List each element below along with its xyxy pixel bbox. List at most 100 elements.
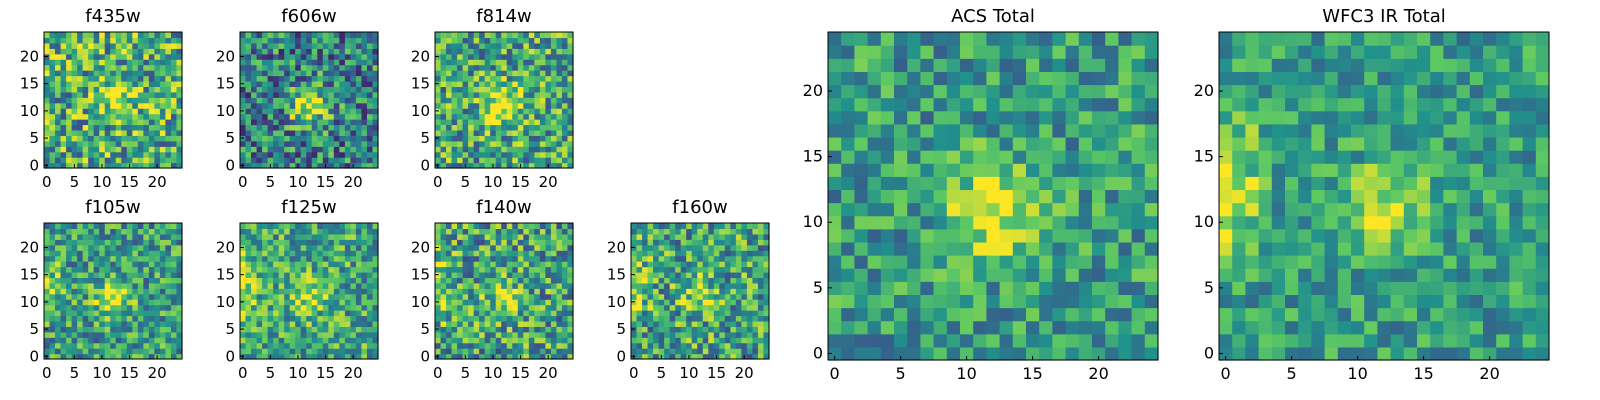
heatmap-cell (284, 261, 291, 268)
heatmap-cell (104, 293, 111, 300)
heatmap-cell (154, 310, 161, 317)
heatmap-cell (636, 348, 643, 355)
heatmap-cell (473, 255, 480, 262)
heatmap-cell (115, 288, 122, 295)
heatmap-cell (534, 233, 541, 240)
heatmap-cell (44, 75, 51, 82)
heatmap-cell (664, 299, 671, 306)
heatmap-cell (137, 97, 144, 104)
heatmap-cell (284, 342, 291, 349)
heatmap-cell (719, 337, 726, 344)
heatmap-cell (724, 277, 731, 284)
heatmap-cell (523, 119, 530, 126)
heatmap-cell (355, 320, 363, 327)
heatmap-cell (528, 304, 535, 311)
heatmap-cell (273, 293, 280, 300)
heatmap-cell (159, 266, 167, 273)
heatmap-cell (60, 239, 67, 246)
heatmap-cell (986, 320, 1001, 335)
heatmap-cell (262, 135, 269, 142)
heatmap-cell (1105, 255, 1119, 269)
heatmap-cell (240, 146, 247, 153)
heatmap-cell (350, 108, 357, 115)
heatmap-cell (267, 64, 274, 71)
heatmap-cell (350, 239, 357, 246)
heatmap-cell (372, 124, 379, 131)
heatmap-cell (435, 102, 442, 109)
heatmap-cell (960, 268, 974, 282)
heatmap-cell (446, 320, 453, 327)
heatmap-cell (121, 310, 128, 317)
heatmap-cell (176, 299, 183, 306)
panel-title: f435w (85, 6, 141, 27)
heatmap-cell (473, 37, 480, 44)
heatmap-cell (372, 146, 379, 153)
heatmap-cell (60, 348, 67, 355)
heatmap-cell (757, 255, 765, 262)
heatmap-cell (104, 244, 111, 251)
heatmap-cell (691, 250, 698, 257)
heatmap-cell (71, 331, 78, 338)
heatmap-cell (512, 80, 519, 87)
heatmap-cell (567, 75, 574, 82)
heatmap-cell (295, 37, 302, 44)
heatmap-cell (289, 266, 296, 273)
heatmap-cell (115, 277, 122, 284)
heatmap-cell (256, 48, 263, 55)
heatmap-cell (528, 135, 535, 142)
heatmap-cell (501, 97, 508, 104)
heatmap-cell (550, 124, 558, 131)
heatmap-cell (495, 244, 502, 251)
heatmap-cell (311, 75, 318, 82)
heatmap-cell (490, 310, 497, 317)
heatmap-cell (435, 70, 442, 77)
heatmap-cell (528, 75, 535, 82)
heatmap-cell (512, 310, 519, 317)
heatmap-cell (273, 108, 280, 115)
heatmap-cell (691, 348, 698, 355)
heatmap-cell (137, 64, 144, 71)
heatmap-cell (512, 293, 519, 300)
heatmap-cell (372, 282, 379, 289)
heatmap-cell (273, 119, 280, 126)
heatmap-cell (973, 294, 987, 309)
heatmap-cell (642, 250, 649, 257)
heatmap-cell (528, 326, 535, 333)
heatmap-cell (933, 307, 948, 322)
heatmap-cell (66, 124, 73, 131)
heatmap-cell (567, 124, 574, 131)
heatmap-cell (93, 255, 100, 262)
heatmap-cell (355, 271, 363, 278)
heatmap-cell (306, 86, 313, 93)
heatmap-cell (636, 299, 643, 306)
heatmap-cell (724, 348, 731, 355)
heatmap-cell (372, 299, 379, 306)
heatmap-cell (66, 353, 73, 360)
heatmap-cell (1026, 123, 1040, 138)
heatmap-cell (256, 288, 263, 295)
heatmap-cell (328, 223, 335, 230)
heatmap-cell (322, 102, 329, 109)
heatmap-cell (82, 146, 89, 153)
x-tick-label: 20 (539, 173, 558, 191)
heatmap-cell (512, 315, 519, 322)
heatmap-cell (473, 124, 480, 131)
heatmap-cell (143, 331, 150, 338)
panel-acs-total: ACS Total (828, 6, 1158, 360)
heatmap-cell (550, 146, 558, 153)
heatmap-cell (680, 282, 687, 289)
heatmap-cell (512, 233, 519, 240)
heatmap-cell (306, 271, 313, 278)
heatmap-cell (311, 228, 318, 235)
heatmap-cell (440, 288, 447, 295)
heatmap-cell (82, 320, 89, 327)
heatmap-cell (245, 266, 252, 273)
heatmap-cell (311, 86, 318, 93)
heatmap-cell (490, 337, 497, 344)
heatmap-cell (322, 310, 329, 317)
heatmap-cell (512, 266, 519, 273)
heatmap-cell (115, 331, 122, 338)
heatmap-cell (121, 293, 128, 300)
heatmap-cell (176, 288, 183, 295)
heatmap-cell (680, 266, 687, 273)
